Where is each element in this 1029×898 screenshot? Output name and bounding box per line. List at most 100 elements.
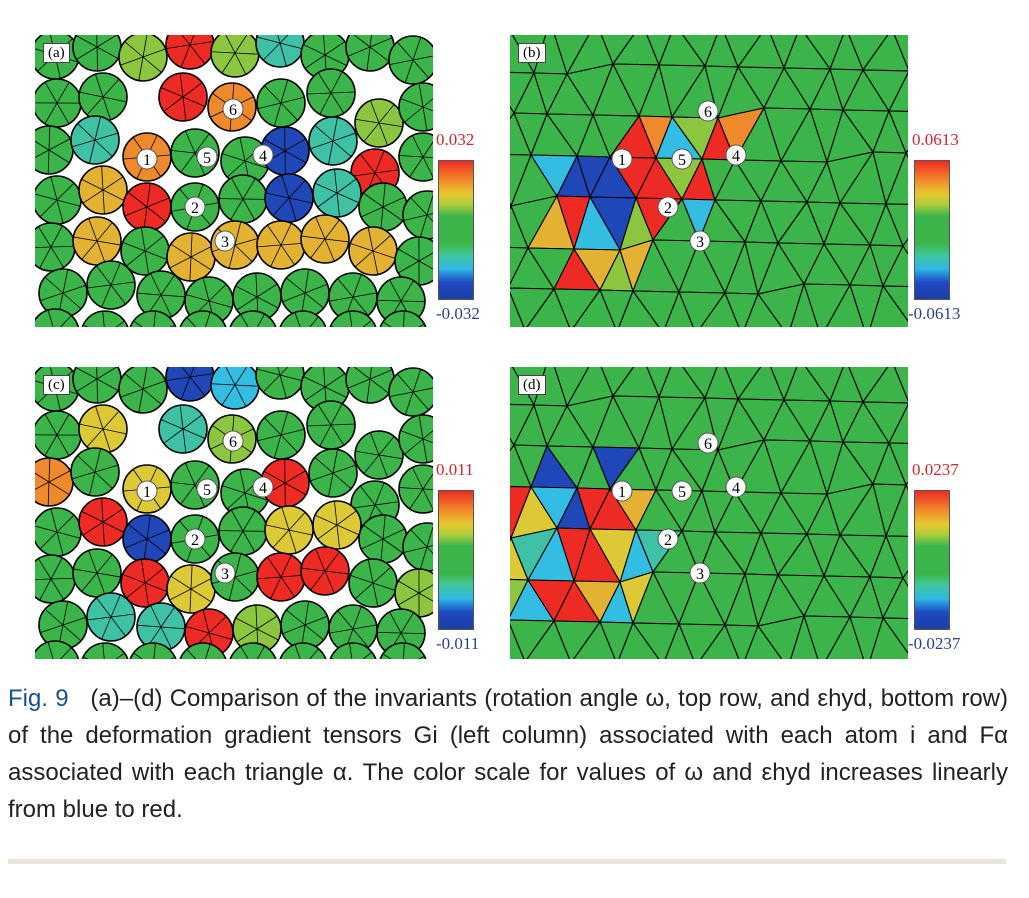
atom-disc [210, 35, 260, 78]
mesh-triangle [888, 71, 908, 112]
mesh-triangle [664, 622, 694, 659]
atom-disc [35, 410, 82, 460]
separator-rule [8, 859, 1006, 864]
atom-disc [328, 272, 378, 322]
atom-disc [379, 642, 427, 659]
atom-marker-4: 4 [725, 476, 747, 498]
atom-disc [70, 115, 120, 165]
atom-disc [256, 552, 306, 602]
atom-disc [354, 98, 404, 148]
atom-disc [179, 642, 227, 659]
atom-disc [348, 558, 398, 608]
atom-marker-2: 2 [657, 528, 679, 550]
atom-disc [394, 568, 433, 618]
colorbar-gradient-a [438, 160, 474, 300]
atom-disc [158, 404, 208, 454]
atom-disc [35, 222, 76, 272]
atom-marker-6: 6 [697, 432, 719, 454]
atom-disc [129, 310, 177, 327]
mesh-triangle [510, 291, 525, 327]
colorbar-max-a: 0.032 [436, 130, 475, 149]
svg-text:4: 4 [259, 480, 267, 497]
svg-text:5: 5 [678, 484, 686, 501]
svg-text:3: 3 [221, 234, 229, 251]
atom-marker-3: 3 [689, 562, 711, 584]
atom-disc [35, 125, 74, 175]
svg-text:3: 3 [696, 234, 704, 251]
atom-disc [78, 404, 128, 454]
atom-disc [35, 175, 82, 225]
svg-text:2: 2 [664, 200, 672, 217]
atom-disc [379, 310, 427, 327]
atom-disc [398, 82, 433, 132]
atom-disc [118, 367, 168, 414]
atom-disc [398, 132, 433, 182]
atom-disc [279, 642, 327, 659]
atom-disc [166, 564, 216, 614]
svg-text:1: 1 [143, 152, 151, 169]
svg-text:1: 1 [618, 484, 626, 501]
atom-marker-6: 6 [222, 98, 244, 120]
mesh-triangle [885, 151, 908, 206]
mesh-triangle [664, 290, 694, 327]
atom-disc [179, 310, 227, 327]
panel-a: 1 2 3 4 5 6 (a) [35, 35, 433, 327]
svg-text:1: 1 [143, 484, 151, 501]
panel-label-a: (a) [43, 43, 70, 63]
triangle-map-b: 1 2 3 4 5 6 [510, 35, 908, 327]
svg-text:6: 6 [704, 436, 712, 453]
colorbar-b: 0.0613 -0.0613 [908, 130, 960, 323]
atom-marker-3: 3 [689, 230, 711, 252]
mesh-triangle [825, 615, 865, 659]
mesh-triangle [885, 483, 908, 538]
atom-marker-2: 2 [657, 196, 679, 218]
atom-disc [256, 78, 306, 128]
atom-disc [72, 548, 122, 598]
svg-text:3: 3 [696, 566, 704, 583]
panel-label-c: (c) [43, 375, 70, 395]
atom-disc [78, 72, 128, 122]
caption-text: (a)–(d) Comparison of the invariants (ro… [8, 685, 1008, 823]
colorbar-gradient-d [914, 490, 950, 630]
svg-text:4: 4 [732, 148, 740, 165]
atom-disc [354, 430, 404, 480]
atom-disc [81, 310, 129, 327]
svg-text:6: 6 [229, 434, 237, 451]
atom-disc [312, 500, 362, 550]
atom-disc [129, 642, 177, 659]
atom-disc [78, 497, 128, 547]
atom-disc [329, 642, 377, 659]
svg-text:4: 4 [259, 148, 267, 165]
colorbar-min-c: -0.011 [436, 634, 480, 653]
mesh-triangle [700, 623, 740, 659]
svg-text:6: 6 [704, 104, 712, 121]
atom-disc [120, 558, 170, 608]
atom-disc [166, 232, 216, 282]
atom-disc [306, 400, 356, 450]
svg-text:3: 3 [221, 566, 229, 583]
mesh-triangle [573, 620, 616, 659]
atom-marker-2: 2 [184, 528, 206, 550]
colorbar-max-b: 0.0613 [912, 130, 959, 149]
mesh-triangle [790, 614, 819, 659]
atom-disc [280, 600, 330, 650]
mesh-triangle [825, 283, 865, 327]
atom-disc [78, 165, 128, 215]
atom-disc [329, 310, 377, 327]
atom-disc [122, 514, 172, 564]
mesh-triangle [573, 288, 616, 327]
atom-marker-5: 5 [196, 478, 218, 500]
atom-marker-1: 1 [611, 148, 633, 170]
mesh-triangle [618, 621, 660, 659]
svg-text:5: 5 [203, 150, 211, 167]
colorbar-a: 0.032 -0.032 [436, 130, 480, 323]
atom-marker-1: 1 [136, 148, 158, 170]
mesh-triangle [526, 287, 570, 327]
atom-disc [402, 522, 433, 572]
mesh-triangle [744, 624, 783, 659]
atom-marker-5: 5 [196, 146, 218, 168]
mesh-triangle [510, 111, 532, 156]
atom-disc [35, 640, 80, 659]
colorbar-min-a: -0.032 [436, 304, 480, 323]
atom-disc [264, 173, 314, 223]
